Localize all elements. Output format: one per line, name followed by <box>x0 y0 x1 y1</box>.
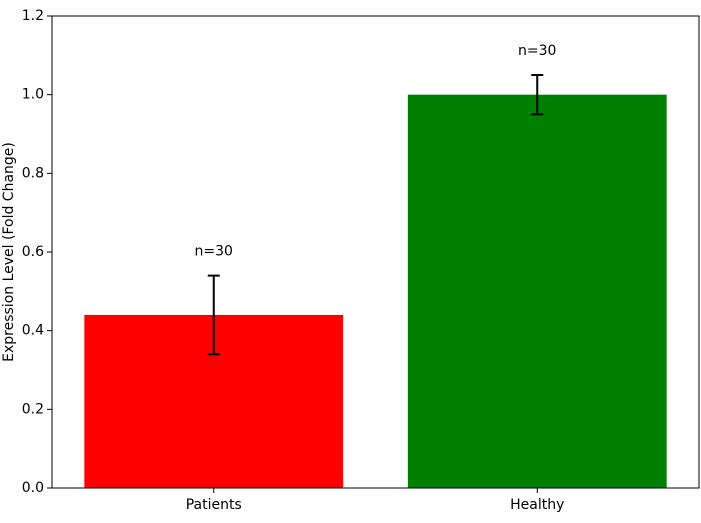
y-tick-label: 0.2 <box>22 401 44 417</box>
annotation: n=30 <box>195 244 233 260</box>
y-axis-label: Expression Level (Fold Change) <box>1 142 17 362</box>
y-tick-label: 1.2 <box>22 8 44 24</box>
y-tick-label: 0.4 <box>22 323 44 339</box>
annotation: n=30 <box>518 43 556 59</box>
y-tick-label: 1.0 <box>22 87 44 103</box>
x-tick-label: Patients <box>186 497 242 513</box>
plot-frame <box>51 15 700 489</box>
y-tick-label: 0.6 <box>22 244 44 260</box>
bar <box>407 94 667 489</box>
y-tick-label: 0.0 <box>22 480 44 496</box>
y-tick-label: 0.8 <box>22 165 44 181</box>
x-tick-label: Healthy <box>510 497 564 513</box>
